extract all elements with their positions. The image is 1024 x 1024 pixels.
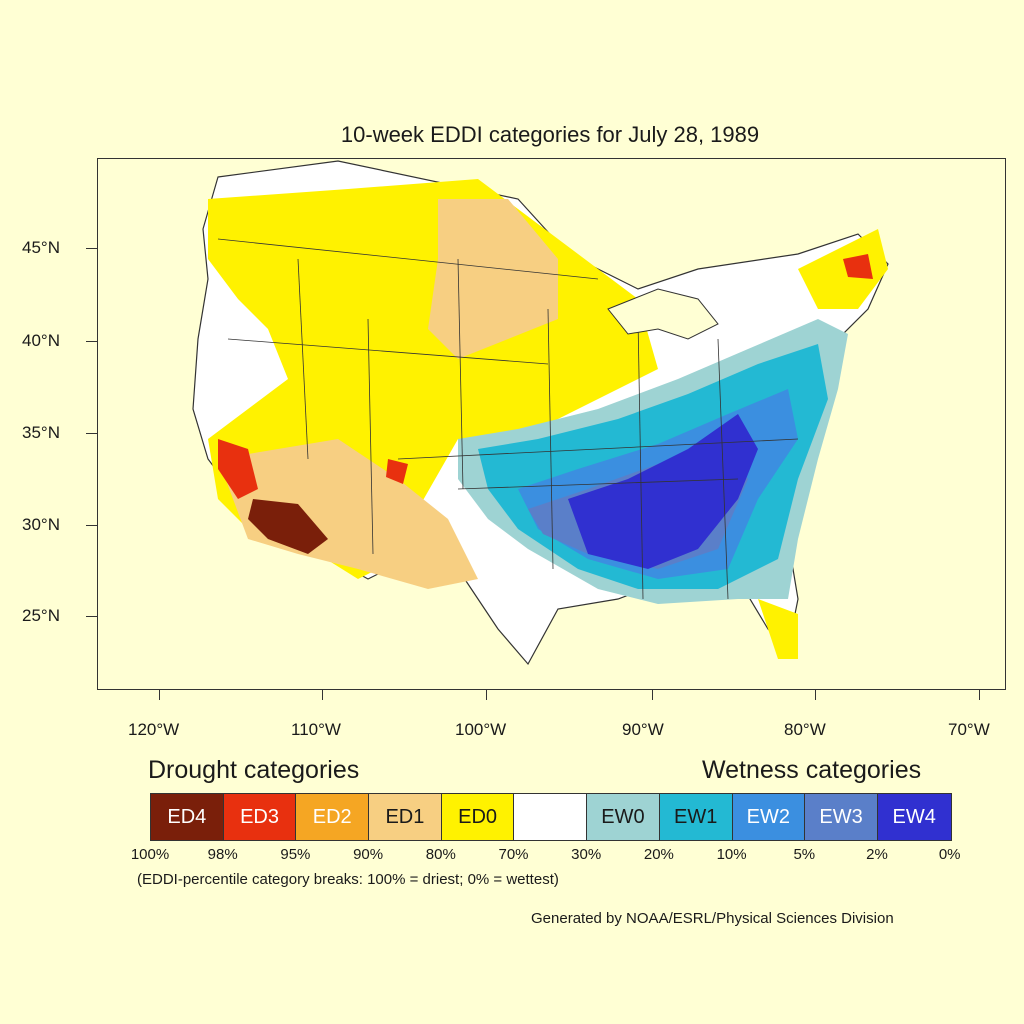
lat-tick xyxy=(86,616,97,617)
break-label: 30% xyxy=(571,846,602,863)
ed3-southwest xyxy=(218,439,258,499)
eddi-map xyxy=(192,160,889,666)
legend-box-ed2: ED2 xyxy=(296,794,370,840)
lon-label-90: 90°W xyxy=(622,720,664,739)
great-lakes xyxy=(607,288,719,340)
legend-box-ed0: ED0 xyxy=(441,794,515,840)
legend-box-ew1: EW1 xyxy=(659,794,733,840)
ed1-southwest xyxy=(218,439,478,589)
lat-tick xyxy=(86,248,97,249)
lon-tick xyxy=(979,689,980,700)
lat-tick xyxy=(86,525,97,526)
lat-label-45: 45°N xyxy=(22,238,60,257)
map-title: 10-week EDDI categories for July 28, 198… xyxy=(340,122,760,147)
break-label: 5% xyxy=(793,846,816,863)
lon-tick xyxy=(159,689,160,700)
map-panel xyxy=(97,158,1006,690)
break-label: 95% xyxy=(280,846,311,863)
wetness-title: Wetness categories xyxy=(702,756,922,784)
lon-label-110: 110°W xyxy=(291,720,341,739)
break-label: 10% xyxy=(716,846,747,863)
break-label: 98% xyxy=(207,846,238,863)
legend-box-ed1: ED1 xyxy=(369,794,442,840)
lon-tick xyxy=(815,689,816,700)
ed4-southwest xyxy=(248,499,328,554)
legend-box-ew3: EW3 xyxy=(805,794,878,840)
ew4-region xyxy=(568,414,758,569)
lon-tick xyxy=(486,689,487,700)
break-label: 80% xyxy=(425,846,456,863)
ed0-fl xyxy=(758,599,798,659)
ed3-nm xyxy=(386,459,408,484)
lat-label-40: 40°N xyxy=(22,331,60,350)
break-label: 0% xyxy=(938,846,961,863)
lon-tick xyxy=(322,689,323,700)
break-label: 2% xyxy=(866,846,888,863)
legend-box-ew2: EW2 xyxy=(732,794,806,840)
lon-tick xyxy=(652,689,653,700)
legend-box-ed4: ED4 xyxy=(151,794,224,840)
credit-line: Generated by NOAA/ESRL/Physical Sciences… xyxy=(531,910,894,927)
break-label: 70% xyxy=(498,846,529,863)
legend-box-ed3: ED3 xyxy=(223,794,297,840)
lat-tick xyxy=(86,341,97,342)
lon-label-80: 80°W xyxy=(784,720,826,739)
legend-box-ew0: EW0 xyxy=(587,794,660,840)
lat-label-30: 30°N xyxy=(22,515,60,534)
drought-title: Drought categories xyxy=(148,756,360,784)
break-label: 100% xyxy=(130,846,170,863)
lat-tick xyxy=(86,433,97,434)
ed0-ne xyxy=(798,229,888,309)
lon-label-120: 120°W xyxy=(128,720,180,739)
lat-label-25: 25°N xyxy=(22,606,60,625)
state-boundaries xyxy=(217,238,799,600)
category-legend: ED4 ED3 ED2 ED1 ED0 EW0 EW1 EW2 EW3 EW4 xyxy=(150,793,952,841)
legend-box-ew4: EW4 xyxy=(877,794,951,840)
break-label: 20% xyxy=(643,846,674,863)
lat-label-35: 35°N xyxy=(22,423,60,442)
break-label: 90% xyxy=(353,846,384,863)
ed1-north-plains xyxy=(428,199,558,359)
ed3-maine xyxy=(843,254,873,279)
lon-label-100: 100°W xyxy=(455,720,507,739)
legend-note: (EDDI-percentile category breaks: 100% =… xyxy=(137,871,559,888)
lon-label-70: 70°W xyxy=(948,720,990,739)
legend-box-neutral xyxy=(514,794,588,840)
